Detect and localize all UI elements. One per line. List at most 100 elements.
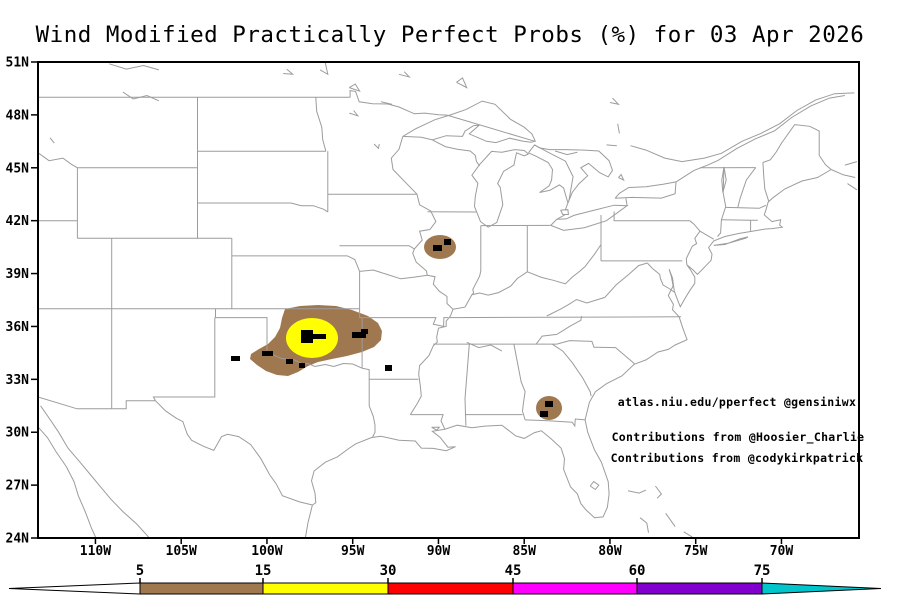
region-georgia-region [536, 396, 562, 420]
lon-tick-label: 80W [598, 544, 622, 559]
border-line [525, 419, 585, 426]
border-line [216, 309, 268, 352]
lat-tick-label: 42N [6, 214, 30, 229]
colorbar-segment-below-min [9, 583, 140, 594]
wind-report-mark [433, 245, 442, 251]
lat-tick-label: 24N [6, 532, 30, 547]
colorbar-segment [637, 583, 762, 594]
wind-report-mark [301, 330, 313, 343]
border-line [399, 72, 409, 77]
border-line [432, 140, 479, 166]
border-line [590, 482, 599, 490]
border-line [631, 146, 683, 162]
border-line [449, 317, 681, 318]
border-line [514, 344, 525, 420]
lat-tick-label: 36N [6, 320, 30, 335]
border-line [360, 270, 428, 279]
lat-tick-label: 39N [6, 267, 30, 282]
border-line [350, 91, 447, 116]
lon-tick-label: 100W [251, 544, 282, 559]
border-line [553, 344, 592, 396]
border-line [547, 263, 648, 316]
border-line [410, 309, 453, 414]
lon-tick-label: 70W [770, 544, 794, 559]
lat-tick-label: 30N [6, 426, 30, 441]
border-line [614, 212, 690, 221]
border-line [607, 145, 617, 146]
lon-tick-label: 85W [512, 544, 536, 559]
wind-report-mark [361, 329, 368, 334]
colorbar-segment [513, 583, 637, 594]
border-line [340, 246, 415, 249]
border-line [684, 532, 693, 537]
wind-report-mark [312, 334, 326, 339]
border-line [362, 368, 375, 437]
border-line [283, 69, 293, 74]
wind-report-mark [540, 411, 548, 417]
colorbar-tick-label: 30 [380, 563, 397, 579]
border-line [718, 168, 726, 237]
border-line [682, 93, 854, 162]
border-line [615, 182, 676, 198]
map-frame [38, 62, 859, 538]
lat-tick-label: 51N [6, 56, 30, 71]
colorbar-tick-label: 15 [255, 563, 272, 579]
wind-report-mark [385, 365, 392, 371]
border-line [374, 144, 379, 148]
lat-tick-label: 45N [6, 161, 30, 176]
border-line [349, 84, 359, 91]
border-line [198, 203, 328, 212]
border-line [38, 153, 77, 168]
border-line [38, 397, 156, 409]
probability-regions [250, 235, 562, 420]
border-line [714, 237, 748, 246]
border-line [447, 115, 535, 141]
border-line [306, 505, 313, 537]
border-line [432, 427, 440, 430]
wind-report-mark [286, 359, 293, 364]
state-borders [38, 63, 857, 537]
border-line [640, 518, 649, 533]
border-line [557, 341, 635, 364]
border-line [472, 150, 529, 228]
border-line [156, 401, 313, 505]
border-line [561, 210, 569, 215]
wind-report-mark [444, 239, 451, 245]
border-line [123, 92, 159, 101]
border-line [618, 124, 620, 134]
page-title: Wind Modified Practically Perfect Probs … [0, 22, 900, 48]
border-line [610, 98, 619, 104]
lon-tick-label: 75W [684, 544, 708, 559]
border-line [391, 136, 417, 194]
colorbar-segment [140, 583, 263, 594]
lat-tick-label: 33N [6, 373, 30, 388]
colorbar-tick-label: 5 [136, 563, 144, 579]
border-line [551, 205, 627, 230]
border-line [457, 78, 467, 88]
border-line [555, 151, 577, 155]
border-line [38, 427, 96, 537]
border-line [153, 318, 214, 401]
colorbar-tick-label: 45 [505, 563, 522, 579]
border-line [845, 162, 857, 166]
colorbar-segment [263, 583, 388, 594]
border-line [655, 486, 661, 498]
border-line [349, 111, 358, 116]
border-line [565, 203, 568, 210]
border-line [41, 406, 149, 537]
border-line [666, 513, 675, 526]
credit-contrib-2: Contributions from @codykirkpatrick [611, 451, 864, 465]
border-line [312, 170, 832, 518]
border-line [626, 198, 627, 205]
border-line [725, 205, 766, 208]
wind-report-marks [231, 239, 553, 417]
colorbar-segment [388, 583, 513, 594]
lon-tick-label: 105W [166, 544, 197, 559]
lat-tick-label: 27N [6, 479, 30, 494]
border-line [647, 263, 674, 292]
wind-report-mark [262, 351, 273, 356]
border-line [738, 168, 756, 208]
